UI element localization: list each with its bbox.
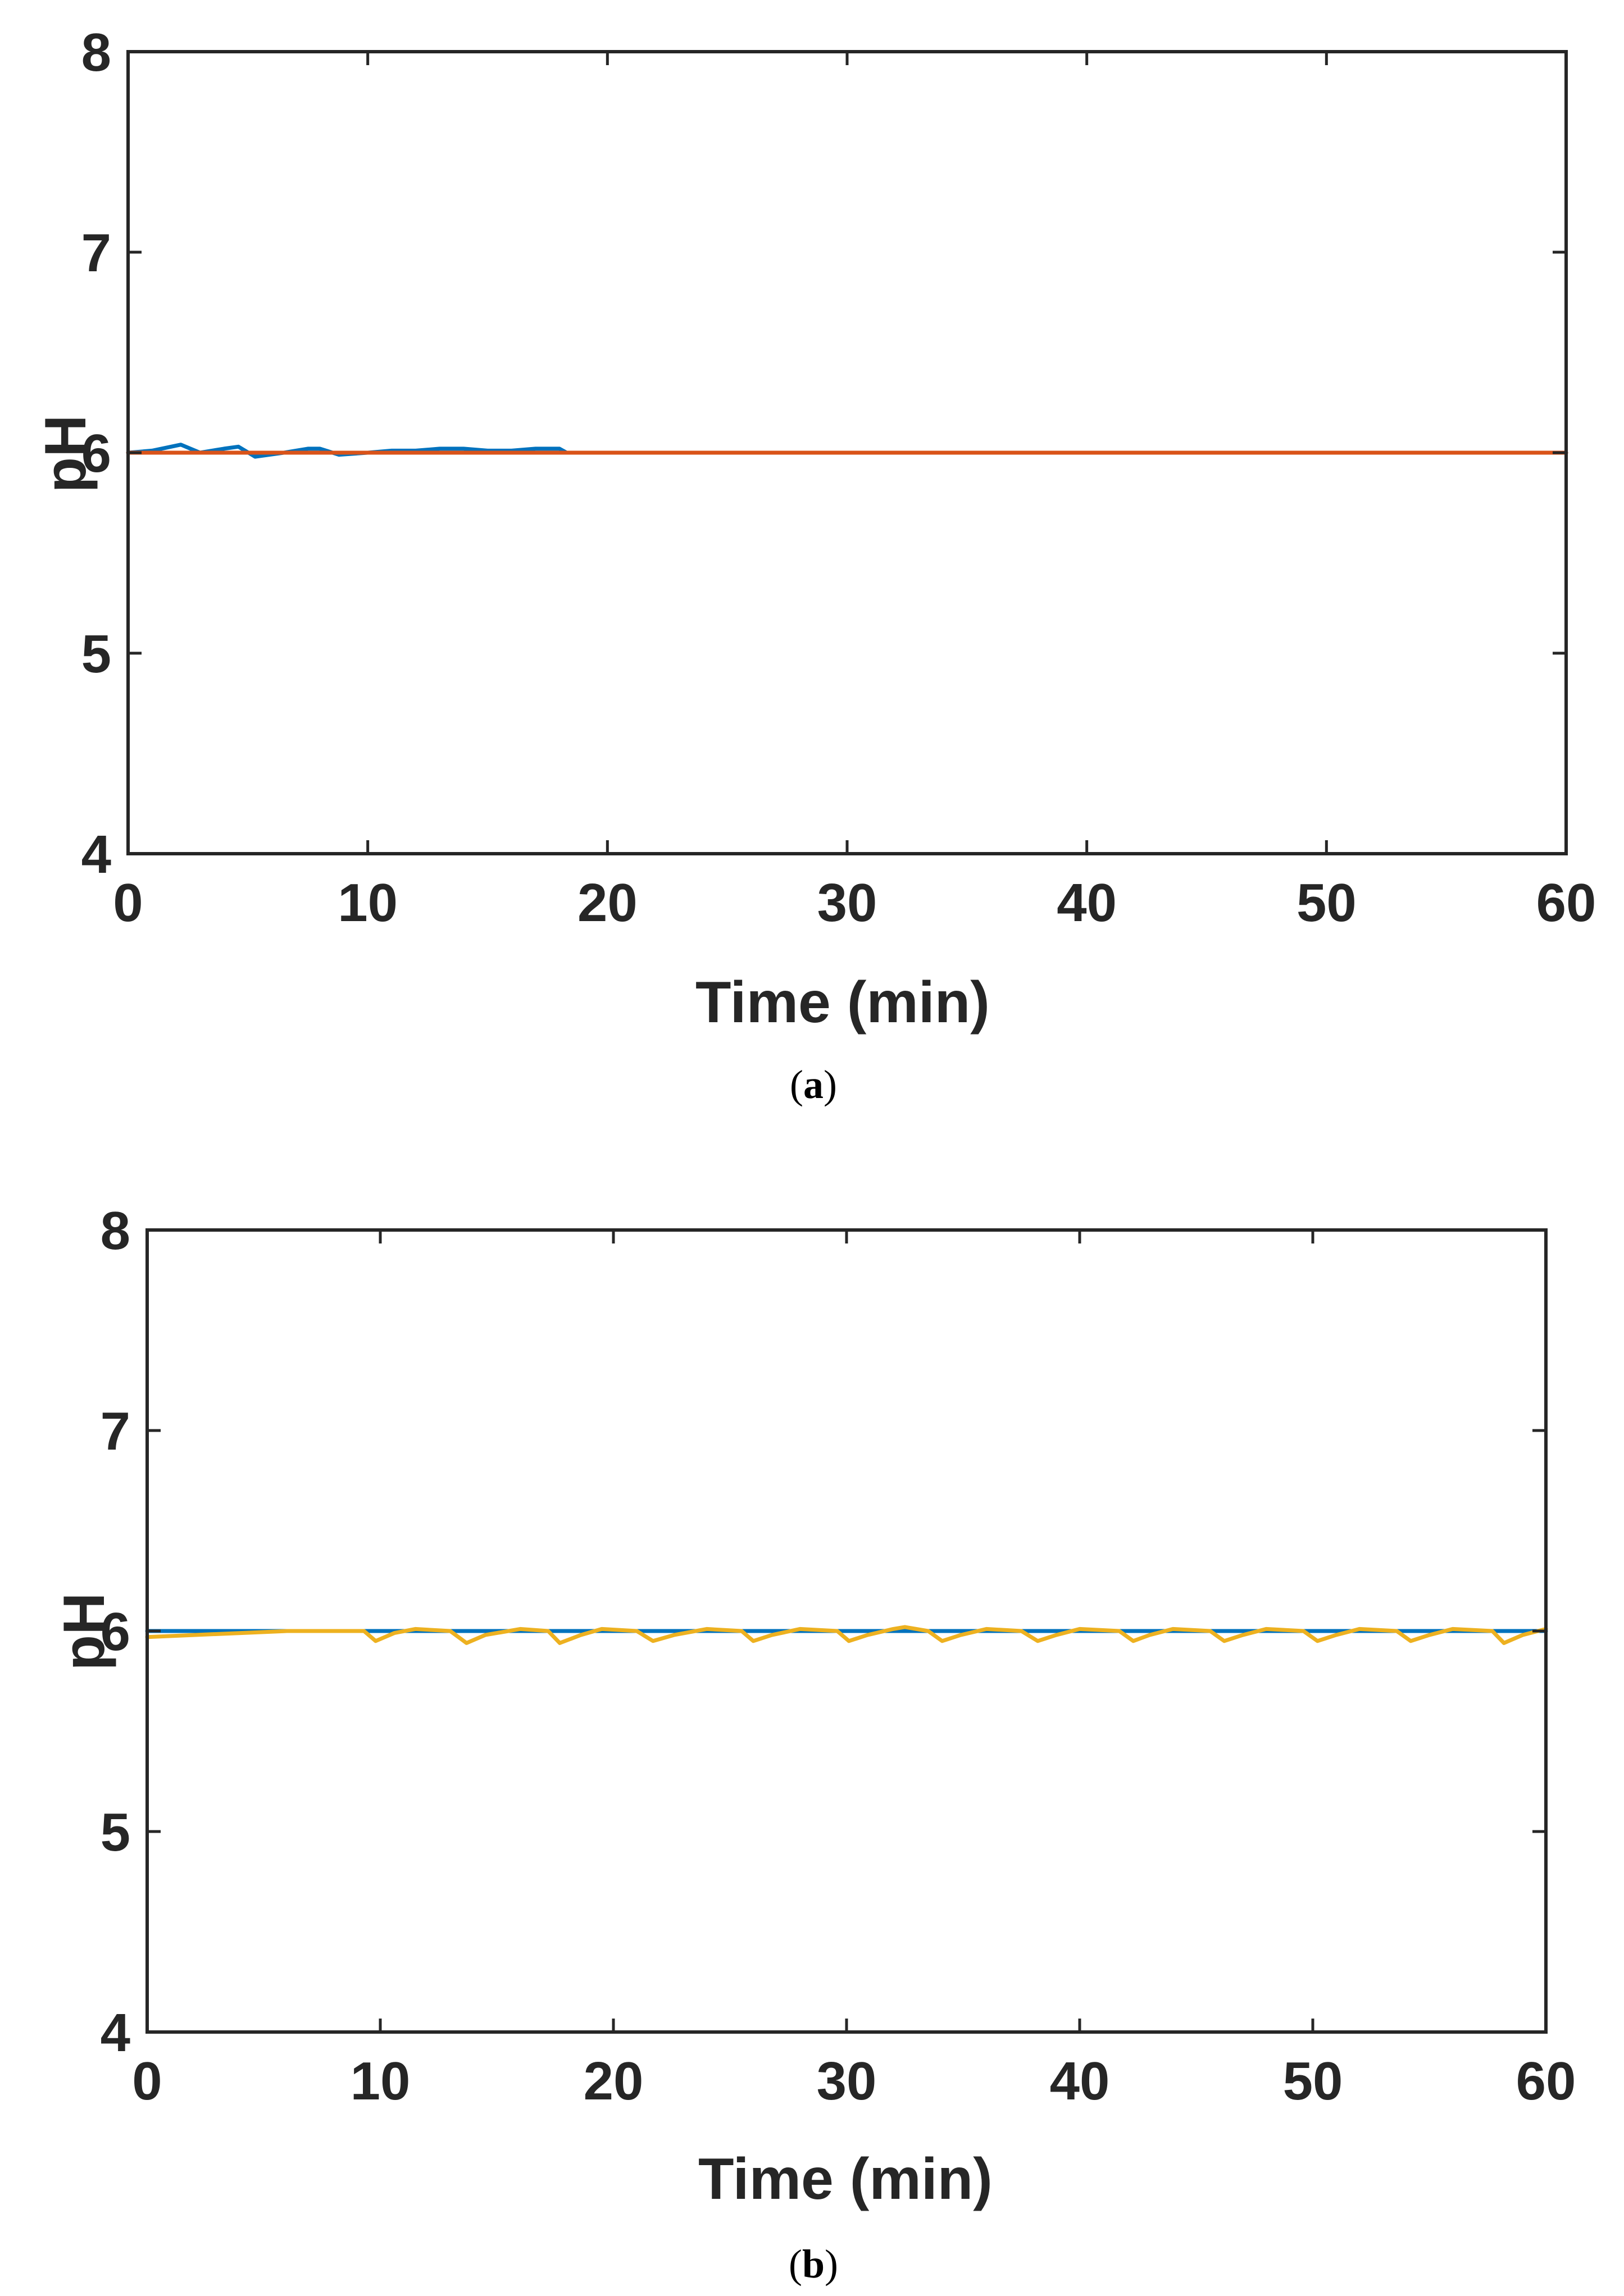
y-tick-label-a-2: 6: [81, 423, 111, 484]
y-tick-label-a-1: 5: [81, 624, 111, 684]
y-tick-label-b-1: 5: [101, 1802, 130, 1862]
x-tick-label-a-2: 20: [577, 873, 638, 933]
y-tick-label-b-0: 4: [101, 2003, 130, 2063]
y-tick-label-a-0: 4: [81, 824, 111, 885]
x-tick-label-a-4: 40: [1057, 873, 1117, 933]
y-tick-label-a-3: 7: [81, 223, 111, 283]
x-tick-label-a-6: 60: [1536, 873, 1596, 933]
series-line-b-1: [145, 1625, 1548, 1645]
x-tick-label-b-0: 0: [132, 2051, 162, 2111]
y-tick-label-b-2: 6: [101, 1602, 130, 1662]
y-axis-label-a: pH: [33, 415, 98, 493]
x-tick-label-b-5: 50: [1283, 2051, 1343, 2111]
y-axis-label-b: pH: [52, 1593, 117, 1671]
x-tick-label-a-5: 50: [1297, 873, 1357, 933]
ticks-a: 0 10 20 30 40 50 60 4 5 6 7 8: [81, 22, 1596, 933]
x-axis-label-b: Time (min): [698, 2147, 993, 2212]
panel-label-a: (a): [790, 1062, 837, 1107]
x-tick-label-b-1: 10: [351, 2051, 411, 2111]
x-axis-label-a: Time (min): [695, 970, 990, 1035]
x-tick-label-a-3: 30: [817, 873, 877, 933]
x-tick-label-b-2: 20: [584, 2051, 644, 2111]
chart-panel-b: 0 10 20 30 40 50 60 4 5 6 7 8 Time (min) pH (b): [52, 1201, 1576, 2286]
y-tick-label-b-4: 8: [101, 1201, 130, 1261]
x-tick-label-b-4: 40: [1050, 2051, 1110, 2111]
series-line-a-0: [126, 443, 1568, 459]
plot-area-b: [145, 1625, 1548, 1645]
x-tick-label-b-6: 60: [1516, 2051, 1576, 2111]
x-tick-label-b-3: 30: [817, 2051, 877, 2111]
panel-label-b: (b): [789, 2242, 838, 2286]
x-tick-label-a-0: 0: [113, 873, 143, 933]
x-tick-label-a-1: 10: [338, 873, 398, 933]
y-tick-label-a-4: 8: [81, 22, 111, 83]
y-tick-label-b-3: 7: [101, 1401, 130, 1461]
plot-area-a: [126, 443, 1568, 459]
ticks-b: 0 10 20 30 40 50 60 4 5 6 7 8: [101, 1201, 1576, 2111]
chart-panel-a: 0 10 20 30 40 50 60 4 5 6 7 8 Time (min) pH (a): [33, 22, 1596, 1107]
